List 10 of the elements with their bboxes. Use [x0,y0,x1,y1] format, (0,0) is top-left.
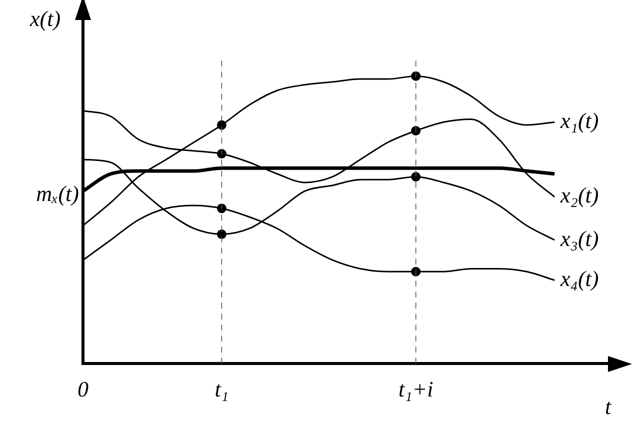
series-label: x₁(t) [560,108,599,133]
x-axis-title: t [604,394,612,419]
series-label: x₄(t) [560,266,599,292]
series-label: x₃(t) [560,226,599,251]
y-axis-title: x(t) [29,6,61,31]
series-label: x₂(t) [560,182,599,208]
x-tick-label: t₁ [214,376,229,402]
x-tick-label: 0 [78,376,88,402]
series-label: mₓ(t) [36,180,79,206]
x-tick-label: t₁+i [398,376,434,402]
